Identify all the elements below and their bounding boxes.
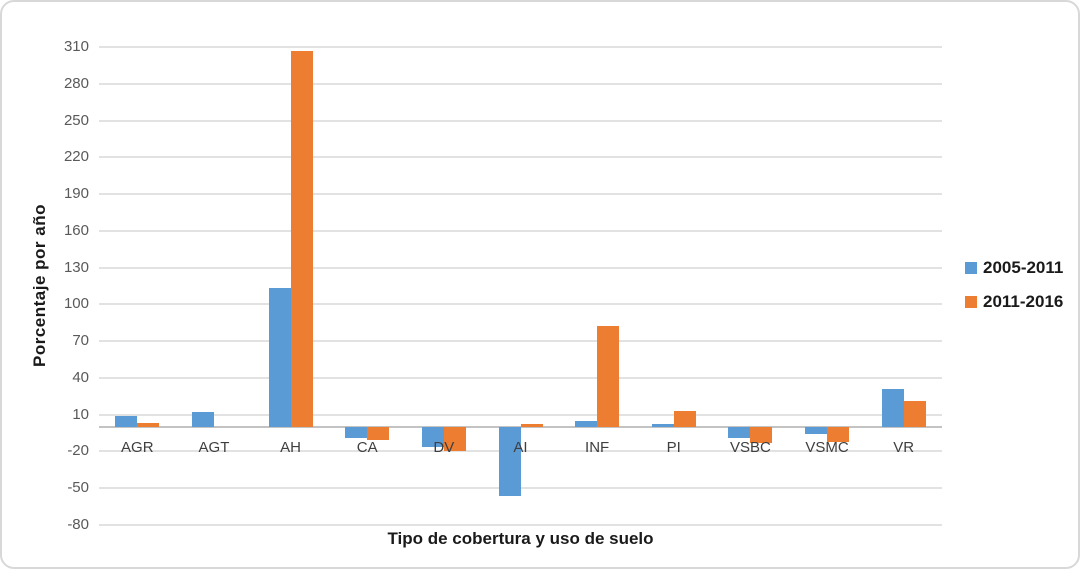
gridline	[99, 450, 942, 453]
x-category-label-AH: AH	[280, 438, 301, 456]
legend-label-2011-2016: 2011-2016	[983, 292, 1064, 311]
gridline	[99, 487, 942, 490]
bar-AH-2005-2011	[268, 288, 291, 427]
y-tick-label: 130	[63, 258, 89, 276]
x-axis-title: Tipo de cobertura y uso de suelo	[387, 529, 654, 548]
x-category-label-DV: DV	[433, 438, 455, 456]
bar-PI-2011-2016	[673, 411, 696, 427]
bar-VSBC-2011-2016	[750, 426, 773, 443]
gridline	[99, 303, 942, 306]
bar-INF-2011-2016	[597, 326, 620, 427]
gridline	[99, 413, 942, 416]
legend: 2005-2011 2011-2016	[965, 258, 1063, 326]
bar-PI-2005-2011	[651, 424, 674, 427]
x-category-label-AGT: AGT	[198, 438, 230, 456]
bar-VR-2005-2011	[881, 388, 904, 427]
bar-DV-2011-2016	[443, 426, 466, 452]
x-category-label-VSMC: VSMC	[805, 438, 849, 456]
x-category-label-AI: AI	[513, 438, 528, 456]
gridline	[99, 46, 942, 48]
gridline	[99, 524, 942, 526]
x-category-label-VSBC: VSBC	[729, 438, 771, 456]
bar-AGR-2011-2016	[137, 423, 160, 427]
bar-CA-2005-2011	[345, 426, 368, 438]
bar-VSMC-2005-2011	[805, 426, 828, 435]
legend-swatch-orange	[965, 296, 977, 308]
gridline	[99, 340, 942, 343]
gridline	[99, 119, 942, 122]
y-tick-label: 190	[63, 185, 89, 203]
bar-CA-2011-2016	[367, 426, 390, 441]
bar-AH-2011-2016	[290, 50, 313, 427]
y-tick-label: 160	[63, 221, 89, 239]
bar-INF-2005-2011	[575, 420, 598, 427]
gridline	[99, 82, 942, 85]
bar-VSMC-2011-2016	[827, 426, 850, 442]
gridline	[99, 156, 942, 159]
y-tick-label: 70	[72, 332, 89, 350]
y-tick-label: 220	[63, 148, 89, 166]
gridline	[99, 266, 942, 269]
bar-VSBC-2005-2011	[728, 426, 751, 438]
y-tick-label: 310	[63, 38, 89, 55]
y-tick-label: 280	[63, 74, 89, 92]
x-category-label-VR: VR	[893, 438, 915, 456]
legend-swatch-blue	[965, 262, 977, 274]
bar-DV-2005-2011	[421, 426, 444, 447]
legend-label-2005-2011: 2005-2011	[983, 258, 1064, 277]
gridline	[99, 376, 942, 379]
bar-AI-2005-2011	[498, 426, 521, 496]
plot-area	[99, 46, 942, 526]
x-category-label-INF: INF	[585, 438, 610, 456]
y-tick-label: 40	[72, 368, 89, 386]
bar-AI-2011-2016	[520, 424, 543, 427]
bar-VR-2011-2016	[903, 401, 926, 427]
legend-item-2011-2016: 2011-2016	[965, 292, 1063, 312]
bar-AGT-2005-2011	[191, 412, 214, 427]
gridline	[99, 229, 942, 232]
y-tick-label: 100	[63, 295, 89, 313]
y-tick-label: -50	[67, 479, 89, 497]
x-category-label-CA: CA	[356, 438, 378, 456]
y-tick-label: -20	[67, 442, 89, 460]
x-axis-line	[99, 425, 942, 428]
y-tick-label: -80	[67, 516, 89, 533]
y-tick-label: 250	[63, 111, 89, 129]
x-category-label-PI: PI	[666, 438, 681, 456]
y-tick-label: 10	[72, 405, 89, 423]
legend-item-2005-2011: 2005-2011	[965, 258, 1063, 278]
bar-AGR-2005-2011	[115, 415, 138, 427]
gridline	[99, 193, 942, 196]
x-category-label-AGR: AGR	[121, 438, 154, 456]
